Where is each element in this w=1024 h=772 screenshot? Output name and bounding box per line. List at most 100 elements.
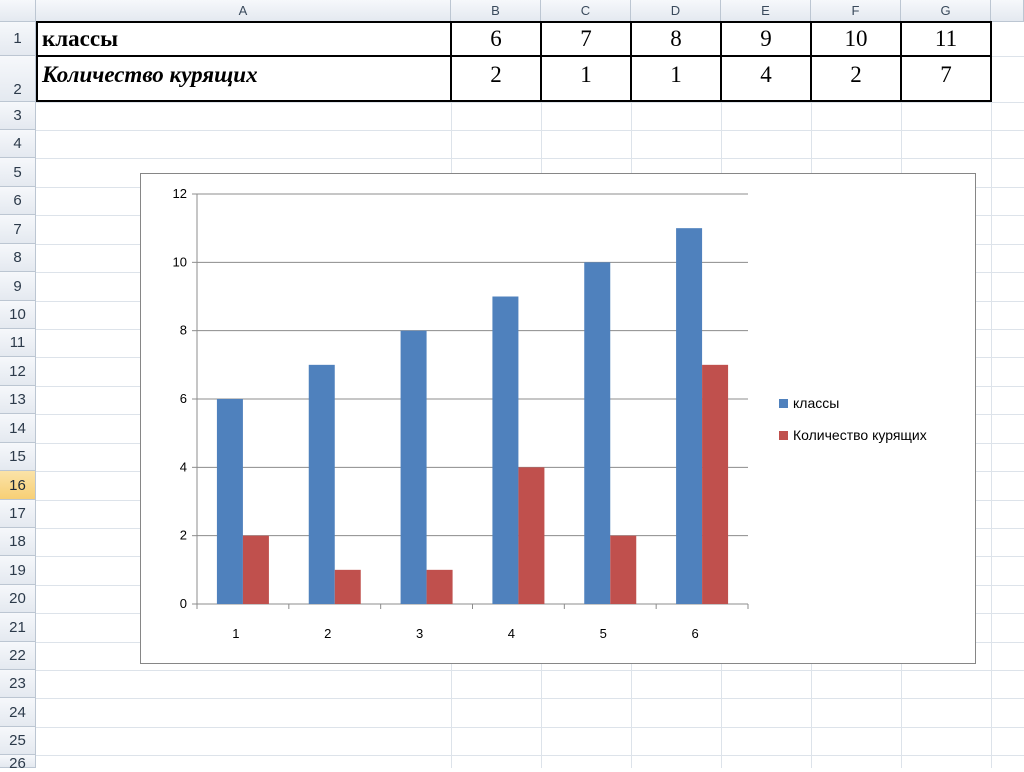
bar-classes (400, 330, 427, 604)
cell-d2[interactable]: 1 (670, 62, 682, 87)
table-border-line (990, 21, 992, 102)
column-header-f[interactable]: F (811, 0, 901, 22)
cell-c1[interactable]: 7 (580, 26, 592, 51)
row-header-3[interactable]: 3 (0, 102, 36, 130)
cell-g2[interactable]: 7 (940, 62, 952, 87)
row-header-7[interactable]: 7 (0, 215, 36, 244)
bar-smokers (426, 569, 453, 604)
x-tick-label: 4 (508, 626, 515, 641)
row-header-1[interactable]: 1 (0, 22, 36, 56)
legend-label-smokers: Количество курящих (793, 427, 927, 443)
table-border-line (720, 21, 722, 102)
cell-e2[interactable]: 4 (760, 62, 772, 87)
y-tick-label: 2 (180, 528, 187, 543)
cell-b1[interactable]: 6 (490, 26, 502, 51)
grid-row-line (36, 670, 1024, 671)
row-header-21[interactable]: 21 (0, 613, 36, 642)
legend-label-classes: классы (793, 395, 839, 411)
row-header-10[interactable]: 10 (0, 301, 36, 329)
table-border-line (810, 21, 812, 102)
row-header-20[interactable]: 20 (0, 585, 36, 613)
x-tick-label: 2 (324, 626, 331, 641)
bar-classes (584, 262, 611, 604)
grid-row-line (36, 102, 1024, 103)
table-border-line (450, 21, 452, 102)
table-border-line (540, 21, 542, 102)
legend-swatch-classes (779, 399, 788, 408)
bar-classes (308, 364, 335, 604)
grid-row-line (36, 727, 1024, 728)
row-header-18[interactable]: 18 (0, 528, 36, 556)
y-tick-label: 0 (180, 596, 187, 611)
bar-smokers (518, 467, 545, 604)
y-tick-label: 4 (180, 459, 187, 474)
row-header-12[interactable]: 12 (0, 357, 36, 386)
cell-b2[interactable]: 2 (490, 62, 502, 87)
grid-row-line (36, 130, 1024, 131)
column-header-overflow[interactable] (991, 0, 1024, 22)
y-tick-label: 10 (173, 254, 187, 269)
row-header-25[interactable]: 25 (0, 727, 36, 755)
grid-row-line (36, 158, 1024, 159)
bar-classes (676, 228, 703, 604)
x-tick-label: 5 (600, 626, 607, 641)
cell-g1[interactable]: 11 (934, 26, 958, 51)
select-all-corner[interactable] (0, 0, 36, 22)
row-header-2[interactable]: 2 (0, 56, 36, 102)
row-header-13[interactable]: 13 (0, 386, 36, 414)
row-header-17[interactable]: 17 (0, 500, 36, 528)
table-border-line (36, 55, 992, 57)
row-header-5[interactable]: 5 (0, 158, 36, 187)
row-header-26[interactable]: 26 (0, 755, 36, 772)
column-header-g[interactable]: G (901, 0, 991, 22)
row-header-22[interactable]: 22 (0, 642, 36, 670)
column-header-d[interactable]: D (631, 0, 721, 22)
grid-row-line (36, 755, 1024, 756)
y-tick-label: 8 (180, 323, 187, 338)
column-header-b[interactable]: B (451, 0, 541, 22)
row-header-9[interactable]: 9 (0, 272, 36, 301)
embedded-chart[interactable]: 0 2 4 6 8 10 12 1 2 3 4 5 6 классы Количество курящих (140, 173, 976, 664)
row-header-6[interactable]: 6 (0, 187, 36, 215)
x-tick-label: 1 (232, 626, 239, 641)
column-header-a[interactable]: A (36, 0, 451, 22)
cell-e1[interactable]: 9 (760, 26, 772, 51)
bar-smokers (242, 535, 269, 604)
grid-column-line (991, 22, 992, 768)
row-header-15[interactable]: 15 (0, 443, 36, 471)
row-header-8[interactable]: 8 (0, 244, 36, 272)
cell-d1[interactable]: 8 (670, 26, 682, 51)
cell-f1[interactable]: 10 (844, 26, 868, 51)
table-border-line (36, 100, 992, 102)
cell-c2[interactable]: 1 (580, 62, 592, 87)
legend-swatch-smokers (779, 431, 788, 440)
bar-smokers (702, 364, 729, 604)
bar-classes (492, 296, 519, 604)
bar-smokers (334, 569, 361, 604)
column-header-c[interactable]: C (541, 0, 631, 22)
row-header-19[interactable]: 19 (0, 556, 36, 585)
y-tick-label: 6 (180, 391, 187, 406)
bar-smokers (610, 535, 637, 604)
table-border-line (900, 21, 902, 102)
y-tick-label: 12 (173, 186, 187, 201)
cell-a2-smokers-label[interactable]: Количество курящих (42, 62, 258, 87)
row-header-23[interactable]: 23 (0, 670, 36, 698)
table-border-line (630, 21, 632, 102)
row-header-11[interactable]: 11 (0, 329, 36, 357)
row-header-4[interactable]: 4 (0, 130, 36, 158)
table-border-line (36, 21, 992, 23)
cell-f2[interactable]: 2 (850, 62, 862, 87)
row-header-16[interactable]: 16 (0, 471, 36, 500)
row-header-14[interactable]: 14 (0, 414, 36, 443)
bar-classes (216, 399, 243, 604)
column-header-e[interactable]: E (721, 0, 811, 22)
row-header-24[interactable]: 24 (0, 698, 36, 727)
x-tick-label: 6 (691, 626, 698, 641)
x-tick-label: 3 (416, 626, 423, 641)
cell-a1-classes-label[interactable]: классы (42, 26, 119, 51)
table-border-line (36, 21, 38, 102)
grid-row-line (36, 698, 1024, 699)
